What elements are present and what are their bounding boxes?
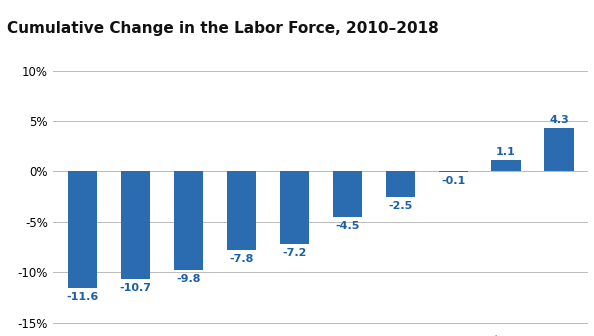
Bar [491,160,520,171]
Bar [121,171,150,279]
Text: 1.1: 1.1 [496,147,516,157]
Text: -4.5: -4.5 [335,221,359,231]
Text: -2.5: -2.5 [388,201,412,211]
Bar [227,171,256,250]
Text: -7.2: -7.2 [282,248,307,258]
Text: -7.8: -7.8 [229,254,254,264]
Text: -0.1: -0.1 [441,176,465,186]
Text: -11.6: -11.6 [67,292,99,302]
Bar [280,171,309,244]
Text: -10.7: -10.7 [119,283,151,293]
Text: -9.8: -9.8 [176,274,201,284]
Bar [544,128,573,171]
Bar [386,171,415,197]
Bar [68,171,97,288]
Bar [333,171,362,217]
Bar [438,171,467,172]
Text: Cumulative Change in the Labor Force, 2010–2018: Cumulative Change in the Labor Force, 20… [7,21,439,36]
Text: 4.3: 4.3 [549,115,569,125]
Bar [174,171,203,270]
